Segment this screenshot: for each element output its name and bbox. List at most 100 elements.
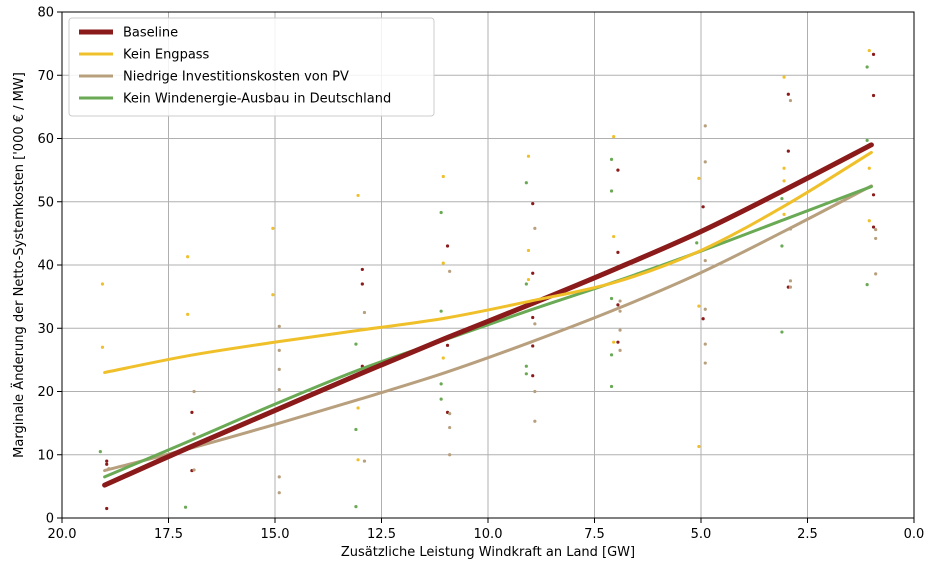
data-point [703, 342, 707, 346]
data-point [616, 168, 620, 172]
data-point [100, 345, 105, 349]
data-point [526, 154, 531, 158]
data-point [703, 124, 707, 128]
data-point [441, 174, 445, 179]
y-tick-label: 50 [37, 195, 54, 210]
data-point [439, 382, 443, 386]
data-point [703, 160, 707, 164]
data-point [697, 444, 701, 449]
y-tick-label: 60 [37, 132, 54, 147]
data-point [788, 279, 793, 283]
data-point [441, 261, 445, 265]
data-point [533, 226, 537, 230]
data-point [362, 310, 367, 315]
data-point [524, 282, 528, 286]
data-point [271, 226, 275, 230]
data-point [609, 189, 614, 193]
x-tick-label: 10.0 [474, 527, 503, 542]
data-point [533, 419, 537, 423]
data-point [524, 372, 528, 376]
data-point [524, 181, 528, 185]
data-point [98, 449, 102, 454]
data-point [441, 356, 445, 360]
data-point [531, 315, 535, 320]
x-tick-label: 7.5 [584, 527, 605, 542]
y-tick-label: 70 [37, 69, 54, 84]
data-point [612, 135, 616, 139]
data-point [697, 304, 701, 308]
data-point [616, 303, 620, 307]
series-line [103, 150, 873, 375]
data-point [609, 157, 614, 161]
data-point [531, 271, 535, 275]
data-point [609, 296, 614, 301]
y-tick-label: 0 [46, 512, 54, 527]
data-point [277, 324, 281, 328]
data-point [277, 367, 281, 371]
x-tick-label: 15.0 [261, 527, 290, 542]
data-point [695, 241, 699, 245]
data-point [782, 212, 786, 216]
data-point [871, 93, 876, 98]
data-point [192, 432, 196, 436]
data-point [780, 196, 784, 201]
y-axis-ticks: 0 10 20 30 40 50 60 70 80 [37, 6, 62, 527]
data-point [782, 75, 786, 79]
data-point [360, 267, 364, 272]
data-point [100, 282, 105, 286]
x-tick-label: 5.0 [691, 527, 712, 542]
data-point [448, 453, 452, 457]
data-point [618, 299, 622, 303]
data-point [609, 353, 614, 357]
series-line [103, 184, 873, 473]
legend-label: Kein Engpass [123, 48, 210, 63]
y-tick-label: 40 [37, 259, 54, 274]
data-point [531, 374, 535, 378]
legend-label: Niedrige Investitionskosten von PV [123, 70, 349, 85]
x-axis-ticks: 20.0 17.5 15.0 12.5 10.0 7.5 5.0 2.5 0.0 [48, 518, 924, 542]
data-point [531, 344, 535, 348]
series-line [103, 185, 873, 479]
data-point [356, 458, 360, 462]
data-point [271, 293, 275, 297]
scatter-points [98, 48, 878, 511]
data-point [616, 340, 620, 344]
data-point [786, 149, 790, 153]
data-point [186, 255, 190, 259]
data-point [867, 48, 871, 53]
data-point [533, 322, 537, 326]
data-point [865, 138, 869, 142]
data-point [356, 193, 360, 198]
data-point [531, 202, 535, 206]
data-point [609, 384, 614, 389]
data-point [874, 272, 878, 276]
data-point [526, 248, 531, 253]
data-point [703, 307, 707, 311]
data-point [526, 277, 531, 282]
data-point [277, 348, 281, 352]
data-point [445, 244, 450, 248]
y-tick-label: 20 [37, 385, 54, 400]
data-point [533, 389, 537, 394]
data-point [190, 410, 194, 414]
data-point [788, 98, 793, 103]
data-point [874, 227, 878, 232]
data-point [865, 65, 869, 69]
data-point [354, 342, 358, 346]
data-point [618, 328, 622, 332]
data-point [697, 176, 701, 180]
data-point [448, 269, 452, 273]
data-point [701, 205, 705, 209]
data-point [362, 459, 367, 463]
data-point [618, 309, 622, 313]
data-point [782, 166, 786, 170]
data-point [782, 179, 786, 183]
data-point [448, 425, 452, 430]
data-point [277, 388, 281, 392]
data-point [277, 491, 281, 495]
data-point [788, 285, 793, 289]
data-point [703, 361, 707, 365]
data-point [183, 505, 188, 509]
legend-label: Baseline [123, 26, 178, 41]
data-point [354, 505, 358, 509]
